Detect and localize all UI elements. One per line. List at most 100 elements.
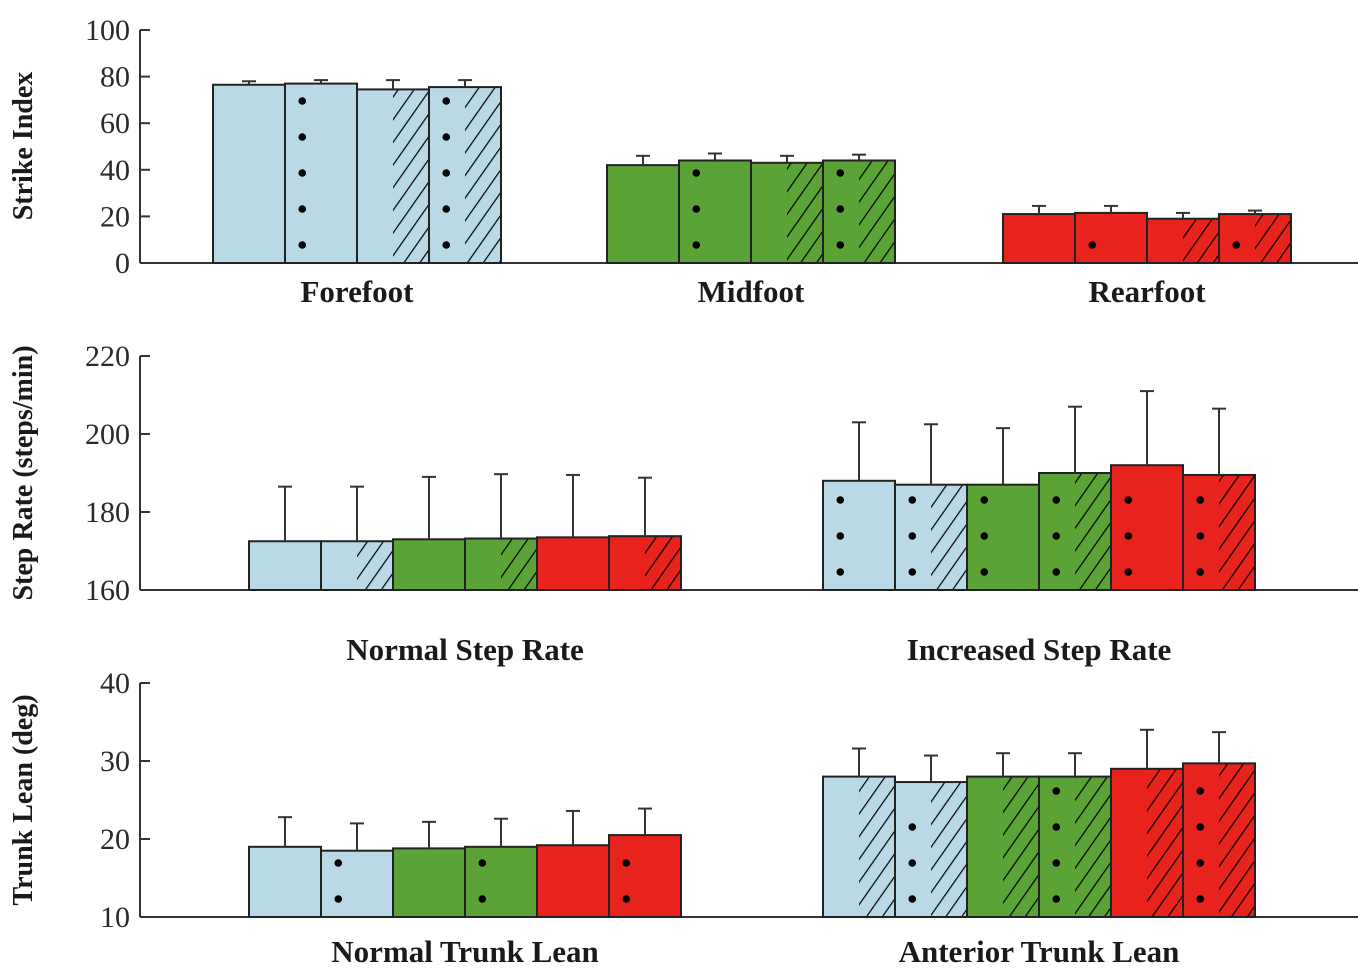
bar [607, 165, 679, 263]
bar-dot [692, 205, 701, 213]
panel-2: Step Rate (steps/min) 160 180 200 220 Normal … [8, 340, 1358, 667]
y-axis-title: Step Rate (steps/min) [8, 345, 39, 600]
bar-hatch [1219, 763, 1255, 917]
bar-dot [1052, 895, 1061, 903]
y-tick-label: 40 [100, 667, 130, 700]
bar-dot [980, 532, 989, 540]
bar-dot [836, 568, 845, 576]
category-label: Forefoot [300, 274, 414, 309]
bar [1003, 214, 1075, 263]
bar [393, 848, 465, 917]
bar-dot [836, 205, 845, 213]
bar-dot [442, 169, 451, 177]
bar-hatch [787, 162, 823, 263]
bar-hatch [465, 87, 501, 264]
bar [823, 480, 895, 590]
bar-dot [1196, 895, 1205, 903]
bar-dot [836, 496, 845, 504]
bar-dot [442, 97, 451, 105]
y-tick-label: 80 [100, 61, 130, 94]
bar-hatch [1075, 473, 1111, 590]
y-tick-label: 100 [85, 14, 130, 47]
category-label: Normal Trunk Lean [331, 934, 599, 969]
bar [321, 850, 393, 917]
y-tick-label: 40 [100, 154, 130, 187]
bar [537, 845, 609, 917]
bar-dot [1196, 568, 1205, 576]
bar-dot [1196, 496, 1205, 504]
bar-dot [298, 133, 307, 141]
bar-dot [1052, 532, 1061, 540]
bar-dot [908, 859, 917, 867]
bar [249, 846, 321, 917]
bar-hatch [1183, 218, 1219, 263]
bar-dot [442, 241, 451, 249]
bar-dot [908, 496, 917, 504]
bar-hatch [1219, 474, 1255, 590]
bar-group-1 [248, 807, 682, 919]
y-tick-label: 30 [100, 745, 130, 778]
y-tick-label: 180 [85, 496, 130, 529]
y-tick-label: 60 [100, 107, 130, 140]
bar-hatch [645, 536, 681, 590]
bar-hatch [1075, 776, 1111, 917]
y-tick-label: 0 [115, 247, 130, 280]
bar [679, 160, 751, 263]
bar-hatch [1255, 214, 1291, 263]
bar-dot [298, 241, 307, 249]
bar-dot [442, 205, 451, 213]
category-label: Increased Step Rate [907, 632, 1172, 667]
bar-group-2 [606, 152, 896, 264]
category-label: Rearfoot [1088, 274, 1206, 309]
bar-dot [298, 97, 307, 105]
bar-hatch [1147, 768, 1183, 917]
bar-dot [908, 895, 917, 903]
bar [249, 541, 321, 590]
bar-hatch [1003, 776, 1039, 917]
bar-hatch [859, 160, 895, 263]
y-tick-label: 20 [100, 823, 130, 856]
panel-3: Trunk Lean (deg) 10 20 30 40 Normal Trunk Lea… [8, 667, 1358, 969]
bar-hatch [859, 776, 895, 917]
bar [1111, 465, 1183, 590]
bar-dot [1196, 823, 1205, 831]
bar-dot [836, 241, 845, 249]
bar-dot [442, 133, 451, 141]
bar-dot [1196, 532, 1205, 540]
bar-dot [1088, 241, 1097, 249]
bar-hatch [931, 484, 967, 590]
bar [609, 835, 681, 917]
bar-dot [622, 895, 631, 903]
bar-dot [836, 169, 845, 177]
bar-group-2 [822, 390, 1256, 592]
y-axis-title: Trunk Lean (deg) [8, 694, 39, 905]
bar-dot [1052, 568, 1061, 576]
bar [967, 484, 1039, 590]
bar-group-3 [1002, 204, 1292, 265]
bar-dot [908, 532, 917, 540]
bar-dot [1052, 496, 1061, 504]
y-tick-label: 20 [100, 200, 130, 233]
bar-dot [1124, 568, 1133, 576]
bar-dot [298, 169, 307, 177]
bar-dot [980, 496, 989, 504]
bar-group-2 [822, 728, 1256, 919]
bar-dot [1124, 496, 1133, 504]
category-label: Anterior Trunk Lean [899, 934, 1180, 969]
y-tick-label: 10 [100, 901, 130, 934]
y-axis-title: Strike Index [8, 72, 39, 221]
bar-dot [908, 568, 917, 576]
bar-dot [1052, 787, 1061, 795]
bar-dot [1196, 859, 1205, 867]
bar-dot [1052, 823, 1061, 831]
bar [213, 84, 285, 263]
bar-hatch [393, 89, 429, 263]
bar [285, 83, 357, 263]
bar-group-1 [212, 79, 502, 265]
bar-hatch [357, 541, 393, 590]
y-tick-label: 220 [85, 340, 130, 373]
bar-dot [908, 823, 917, 831]
y-tick-label: 200 [85, 418, 130, 451]
bar [537, 537, 609, 590]
